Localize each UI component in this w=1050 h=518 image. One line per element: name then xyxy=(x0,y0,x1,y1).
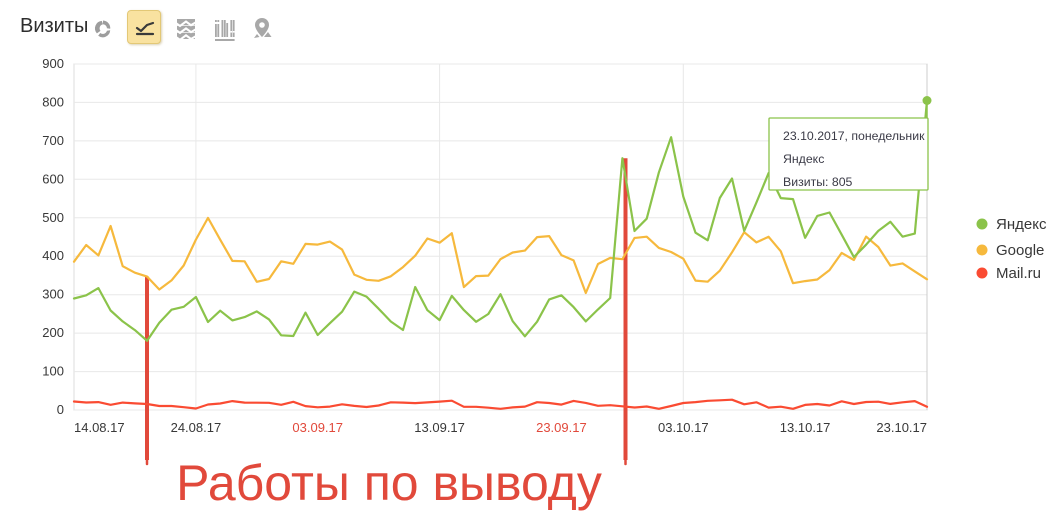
svg-text:14.08.17: 14.08.17 xyxy=(74,420,125,435)
svg-text:13.09.17: 13.09.17 xyxy=(414,420,465,435)
svg-text:400: 400 xyxy=(42,248,64,263)
svg-text:Google: Google xyxy=(996,242,1044,259)
svg-text:Яндекс: Яндекс xyxy=(996,216,1047,233)
svg-text:13.10.17: 13.10.17 xyxy=(780,420,831,435)
svg-text:Яндекс: Яндекс xyxy=(783,152,824,166)
svg-text:24.08.17: 24.08.17 xyxy=(171,420,222,435)
svg-text:Mail.ru: Mail.ru xyxy=(996,265,1041,282)
svg-text:03.09.17: 03.09.17 xyxy=(292,420,343,435)
svg-text:23.09.17: 23.09.17 xyxy=(536,420,587,435)
svg-text:100: 100 xyxy=(42,364,64,379)
svg-text:500: 500 xyxy=(42,210,64,225)
svg-text:Работы по выводу: Работы по выводу xyxy=(176,455,602,511)
svg-text:23.10.17: 23.10.17 xyxy=(876,420,927,435)
svg-text:800: 800 xyxy=(42,94,64,109)
svg-text:200: 200 xyxy=(42,325,64,340)
svg-text:600: 600 xyxy=(42,171,64,186)
svg-text:Визиты: 805: Визиты: 805 xyxy=(783,175,853,189)
svg-text:0: 0 xyxy=(57,402,64,417)
svg-text:03.10.17: 03.10.17 xyxy=(658,420,709,435)
svg-text:300: 300 xyxy=(42,287,64,302)
svg-text:23.10.2017, понедельник: 23.10.2017, понедельник xyxy=(783,129,925,143)
svg-text:900: 900 xyxy=(42,56,64,71)
svg-text:700: 700 xyxy=(42,133,64,148)
